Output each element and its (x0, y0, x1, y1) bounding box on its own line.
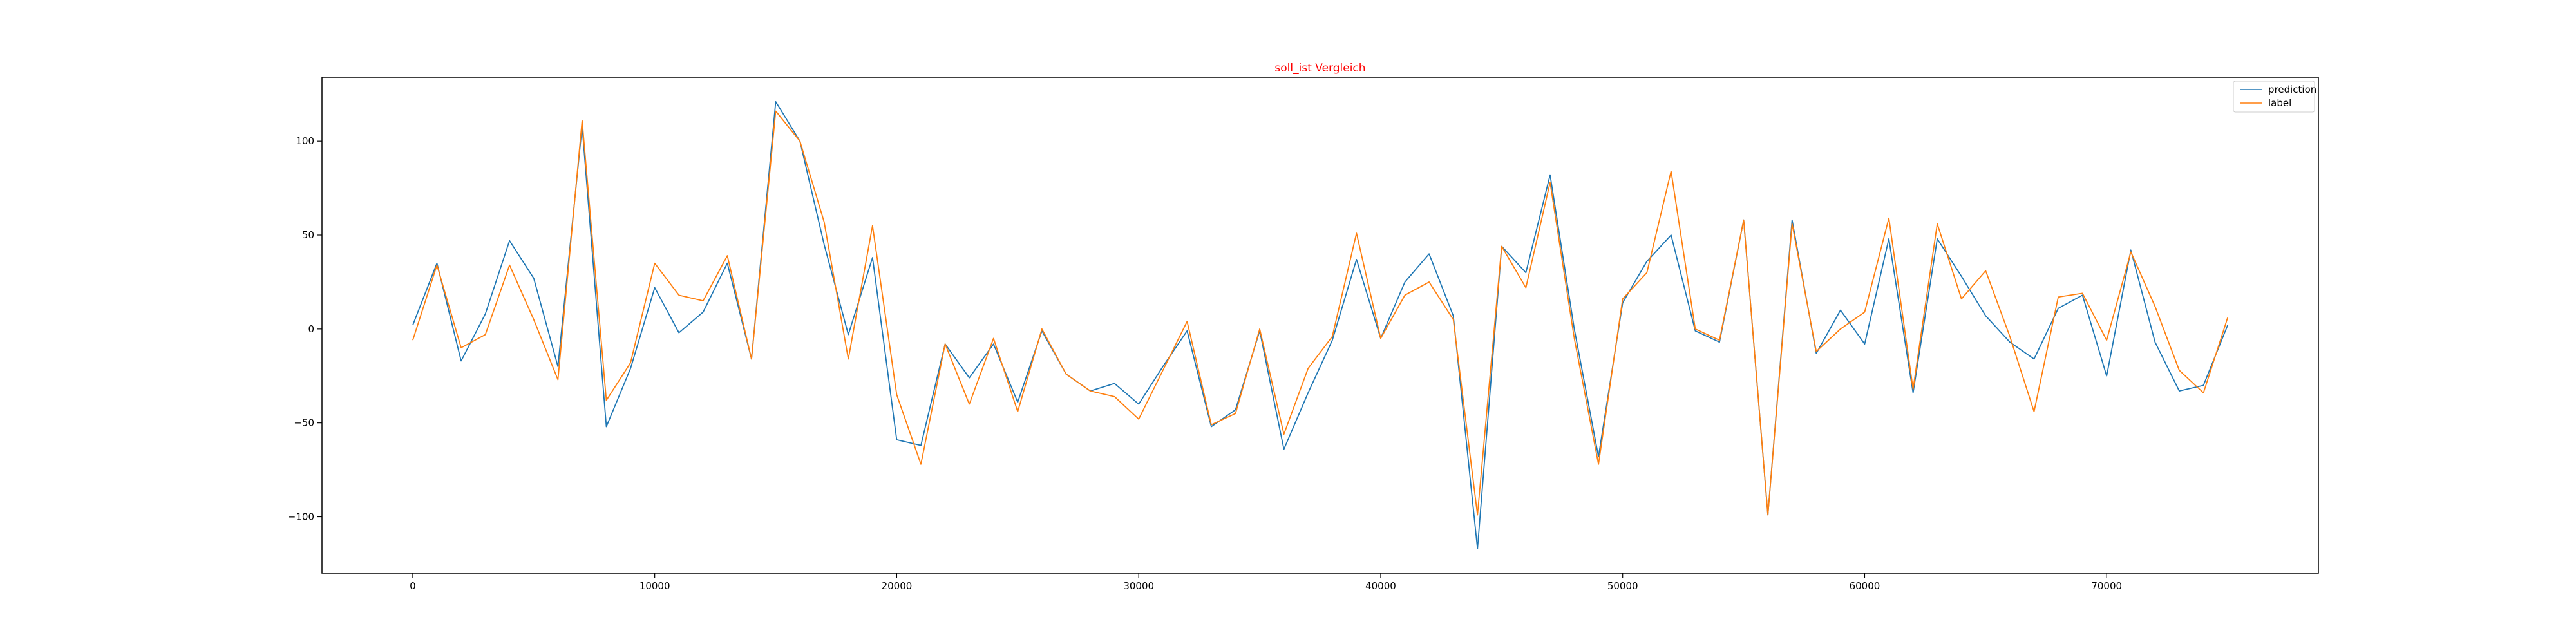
x-tick-label: 10000 (639, 580, 670, 592)
y-tick-label: 50 (302, 229, 314, 241)
axes-frame (321, 77, 2319, 574)
y-tick-label: −50 (294, 417, 314, 429)
legend-label-prediction: prediction (2268, 84, 2316, 95)
x-axis: 0 10000 20000 30000 40000 50000 60000 70000 (410, 573, 2122, 592)
y-axis: −100 −50 0 50 100 (288, 135, 322, 523)
y-tick-label: 100 (296, 135, 314, 147)
series-line-prediction (412, 101, 2228, 549)
legend-box (2233, 80, 2315, 113)
x-tick-label: 0 (410, 580, 416, 592)
plot-area (412, 101, 2228, 549)
x-tick-label: 60000 (1850, 580, 1880, 592)
x-tick-label: 70000 (2091, 580, 2122, 592)
chart-title: soll_ist Vergleich (1274, 62, 1365, 75)
legend-label-label: label (2268, 97, 2291, 109)
y-tick-label: 0 (308, 323, 314, 335)
y-tick-label: −100 (288, 511, 314, 523)
x-tick-label: 40000 (1365, 580, 1396, 592)
x-tick-label: 50000 (1607, 580, 1638, 592)
x-tick-label: 20000 (882, 580, 913, 592)
x-tick-label: 30000 (1123, 580, 1154, 592)
series-line-label (412, 110, 2228, 516)
legend: prediction label (2233, 80, 2316, 113)
